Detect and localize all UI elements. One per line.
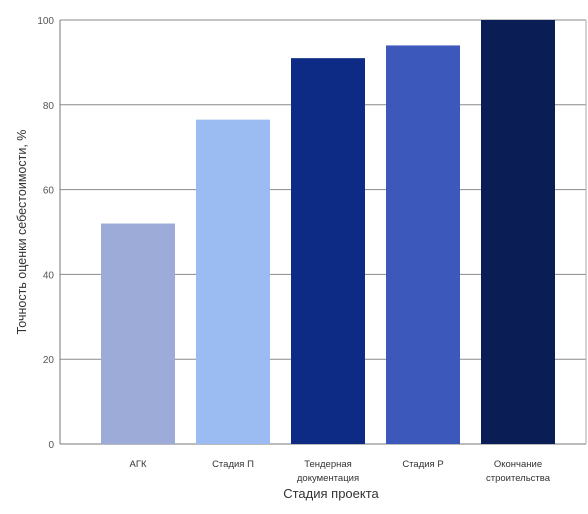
- bar-3: [291, 58, 365, 444]
- y-tick-label: 80: [43, 101, 55, 112]
- bar-4: [386, 45, 460, 444]
- y-axis-title: Точность оценки себестоимости, %: [15, 130, 29, 335]
- y-tick-label: 0: [48, 440, 54, 451]
- x-tick-label: АГК: [129, 459, 146, 470]
- y-tick-label: 100: [37, 16, 54, 27]
- x-tick-label: Стадия Р: [402, 459, 443, 470]
- x-tick-label: Стадия П: [212, 459, 254, 470]
- x-axis-title: Стадия проекта: [283, 486, 379, 501]
- bars: [101, 20, 555, 444]
- bar-5: [481, 20, 555, 444]
- y-tick-label: 40: [43, 270, 55, 281]
- y-tick-label: 60: [43, 186, 55, 197]
- y-tick-label: 20: [43, 355, 55, 366]
- bar-1: [101, 223, 175, 444]
- x-tick-labels: АГК Стадия П Тендерная документация Стадия Р…: [129, 459, 550, 484]
- x-tick-label: Тендерная документация: [297, 459, 359, 484]
- y-tick-labels: 0 20 40 60 80 100: [37, 16, 54, 451]
- bar-2: [196, 119, 270, 444]
- x-tick-label: Окончание строительства: [486, 459, 551, 484]
